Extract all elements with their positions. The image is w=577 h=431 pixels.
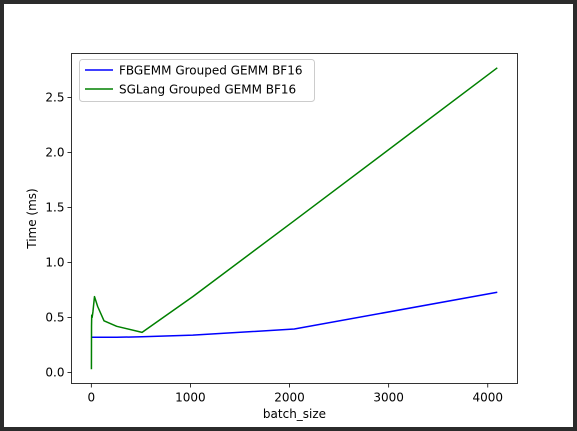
legend: FBGEMM Grouped GEMM BF16 SGLang Grouped … xyxy=(79,59,315,102)
figure: 0 1000 2000 3000 4000 0.0 0.5 1.0 1.5 2.0 2.5 bat… xyxy=(4,4,573,427)
legend-label-sglang: SGLang Grouped GEMM BF16 xyxy=(119,83,296,97)
axes-frame xyxy=(71,53,518,384)
y-tick-label: 1.0 xyxy=(45,256,64,270)
x-axis-ticks: 0 1000 2000 3000 4000 xyxy=(88,383,503,405)
y-tick-label: 2.0 xyxy=(45,146,64,160)
y-tick-label: 2.5 xyxy=(45,91,64,105)
y-tick-label: 1.5 xyxy=(45,201,64,215)
y-axis-label: Time (ms) xyxy=(25,188,39,250)
line-chart: 0 1000 2000 3000 4000 0.0 0.5 1.0 1.5 2.0 2.5 bat… xyxy=(25,53,518,421)
plot-area xyxy=(90,67,498,370)
series-line-fbgemm xyxy=(90,291,498,339)
legend-box xyxy=(79,59,315,102)
x-tick-label: 2000 xyxy=(274,391,305,405)
x-tick-label: 0 xyxy=(88,391,96,405)
x-tick-label: 4000 xyxy=(472,391,503,405)
y-tick-label: 0.5 xyxy=(45,311,64,325)
legend-label-fbgemm: FBGEMM Grouped GEMM BF16 xyxy=(119,64,302,78)
x-axis-label: batch_size xyxy=(263,407,326,421)
x-tick-label: 3000 xyxy=(373,391,404,405)
y-tick-label: 0.0 xyxy=(45,366,64,380)
series-line-sglang xyxy=(90,67,498,370)
x-tick-label: 1000 xyxy=(175,391,206,405)
y-axis-ticks: 0.0 0.5 1.0 1.5 2.0 2.5 xyxy=(45,91,72,380)
